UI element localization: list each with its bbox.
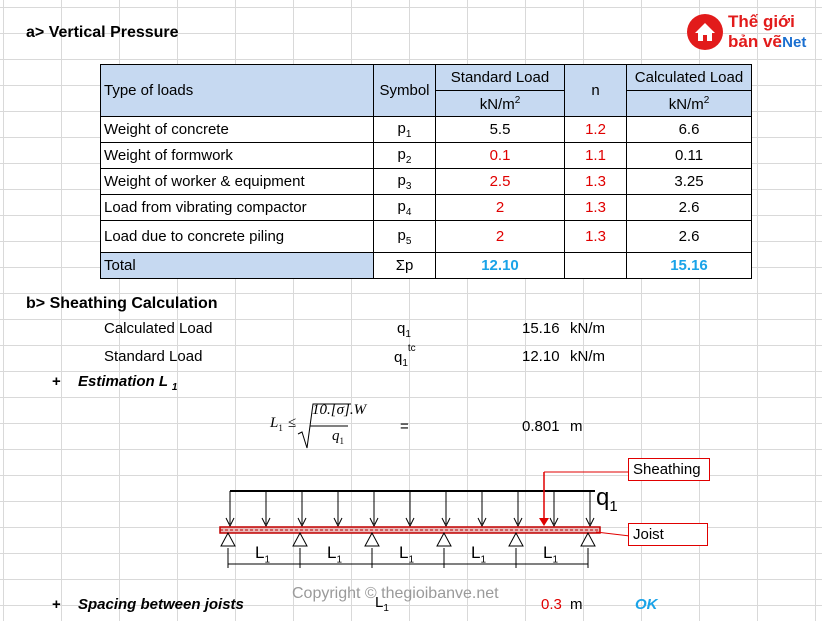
total-row: Total Σp 12.10 15.16 [100, 252, 752, 279]
section-b-title: b> Sheathing Calculation [26, 295, 218, 312]
spacing-symbol: L1 [375, 594, 389, 614]
loads-table: Type of loads Symbol Standard Load n Cal… [100, 64, 752, 279]
load-arrow-head [261, 517, 271, 528]
formula-denominator: q1 [332, 428, 344, 446]
table-row: Weight of formwork p2 0.1 1.1 0.11 [100, 142, 752, 169]
header-type-of-loads: Type of loads [100, 64, 374, 117]
house-logo-icon [687, 14, 723, 50]
header-symbol: Symbol [373, 64, 436, 117]
support-triangle [292, 531, 308, 547]
standard-load-symbol: q1tc [394, 343, 416, 369]
spacing-value: 0.3 [541, 596, 562, 613]
spacing-status: OK [635, 596, 658, 613]
support-triangle [580, 531, 596, 547]
formula-numerator: 10.[σ].W [312, 402, 367, 418]
spacing-plus: + [52, 596, 61, 613]
support-triangle [436, 531, 452, 547]
support-triangle [508, 531, 524, 547]
header-standard-load: Standard Load [435, 64, 565, 91]
site-logo: Thế giới bản vẽ .Net [686, 10, 816, 54]
load-arrow-head [441, 517, 451, 528]
estimation-plus: + [52, 373, 61, 390]
support-triangle [364, 531, 380, 547]
load-arrow-head [369, 517, 379, 528]
l1-value: 0.801 [522, 418, 560, 435]
load-arrow-head [405, 517, 415, 528]
calculated-load-label: Calculated Load [104, 320, 213, 337]
header-standard-unit: kN/m2 [435, 90, 565, 117]
load-arrow-head [477, 517, 487, 528]
estimation-label: Estimation L 1 [78, 373, 178, 393]
beam-diagram [219, 471, 630, 568]
header-calculated-load: Calculated Load [626, 64, 752, 91]
load-arrow-head [549, 517, 559, 528]
load-label-q1: q1 [596, 484, 618, 515]
header-calculated-unit: kN/m2 [626, 90, 752, 117]
table-row: Load due to concrete piling p5 2 1.3 2.6 [100, 220, 752, 253]
joist-callout: Joist [628, 523, 708, 546]
logo-line1: Thế giới [728, 12, 795, 31]
span-label-l1: L1 [255, 543, 271, 566]
table-row: Weight of worker & equipment p3 2.5 1.3 … [100, 168, 752, 195]
standard-load-label: Standard Load [104, 348, 203, 365]
table-row: Load from vibrating compactor p4 2 1.3 2… [100, 194, 752, 221]
load-arrow-head [225, 517, 235, 528]
logo-line2: bản vẽ [728, 32, 782, 51]
spacing-unit: m [570, 596, 583, 613]
supports [220, 531, 596, 547]
load-arrow-head [297, 517, 307, 528]
load-arrow-head [513, 517, 523, 528]
table-row: Weight of concrete p1 5.5 1.2 6.6 [100, 116, 752, 143]
sqrt-sign [297, 403, 351, 449]
standard-load-unit: kN/m [570, 348, 605, 365]
span-label-l1: L1 [543, 543, 559, 566]
calculated-load-symbol: q1 [397, 320, 411, 340]
span-label-l1: L1 [327, 543, 343, 566]
load-arrow-head [585, 517, 595, 528]
span-label-l1: L1 [399, 543, 415, 566]
section-a-title: a> Vertical Pressure [26, 24, 179, 41]
span-label-l1: L1 [471, 543, 487, 566]
copyright-watermark: Copyright © thegioibanve.net [292, 585, 499, 602]
support-triangle [220, 531, 236, 547]
logo-suffix: .Net [778, 34, 807, 51]
dimension-line [227, 548, 589, 568]
spacing-label: Spacing between joists [78, 596, 244, 613]
calculated-load-unit: kN/m [570, 320, 605, 337]
sheathing-callout: Sheathing [628, 458, 710, 481]
calculated-load-value: 15.16 [522, 320, 560, 337]
header-n: n [564, 64, 627, 117]
l1-unit: m [570, 418, 583, 435]
load-arrows [225, 491, 595, 528]
load-arrow-head [333, 517, 343, 528]
standard-load-value: 12.10 [522, 348, 560, 365]
